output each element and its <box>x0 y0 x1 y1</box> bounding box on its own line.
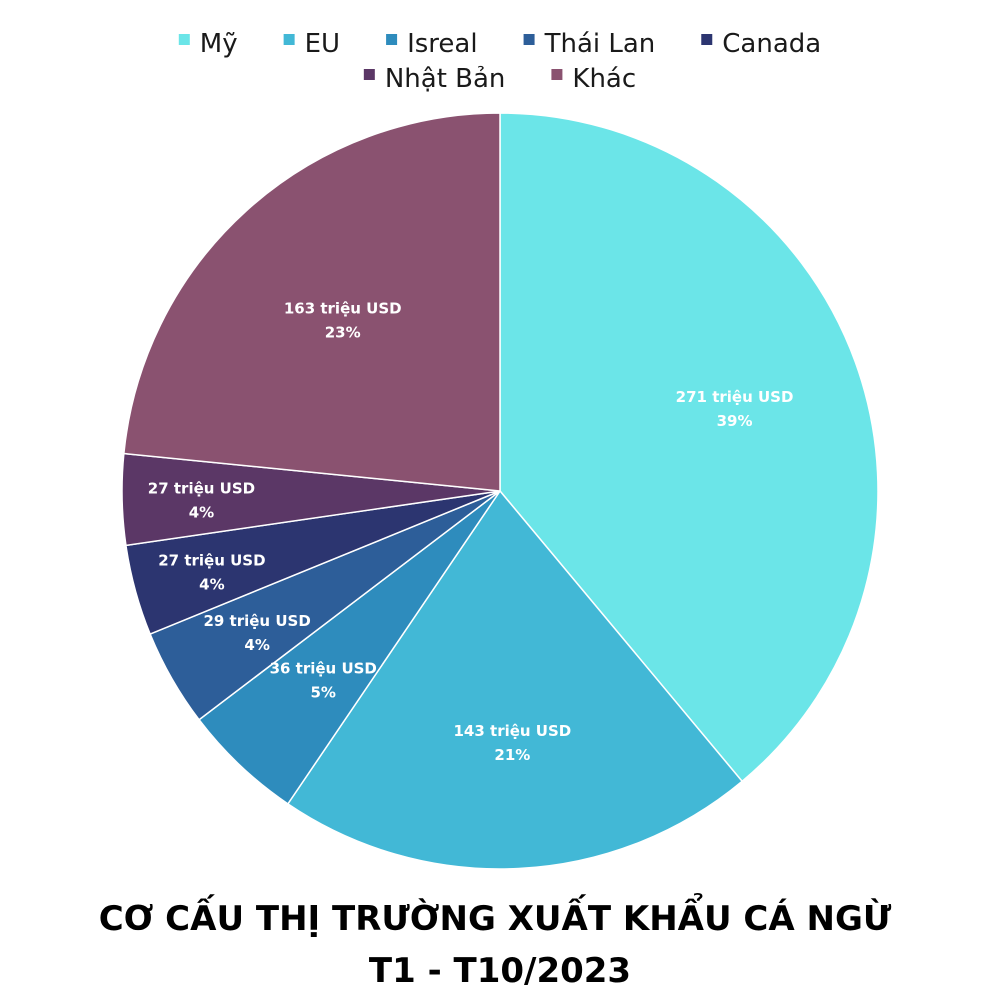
legend-swatch-thai-lan <box>523 34 535 45</box>
value-label-isreal: 36 triệu USD <box>270 660 377 678</box>
slice-eu <box>286 489 744 870</box>
legend-label-nhat-ban: Nhật Bản <box>385 64 506 94</box>
legend-swatch-nhat-ban <box>363 69 375 80</box>
percent-label-my: 39% <box>717 412 753 430</box>
percent-label-canada: 4% <box>199 576 224 594</box>
value-label-eu: 143 triệu USD <box>453 722 571 740</box>
legend-swatch-khac <box>551 69 563 80</box>
legend-item-canada: Canada <box>701 29 821 59</box>
pie-slices <box>121 112 879 870</box>
percent-label-eu: 21% <box>494 746 530 764</box>
legend-swatch-canada <box>701 34 713 45</box>
legend-item-eu: EU <box>283 29 340 59</box>
legend-swatch-my <box>178 34 190 45</box>
legend-swatch-isreal <box>386 34 398 45</box>
legend-item-thai-lan: Thái Lan <box>523 29 656 59</box>
value-label-khac: 163 triệu USD <box>284 299 402 317</box>
chart-subtitle: T1 - T10/2023 <box>369 951 631 991</box>
value-label-canada: 27 triệu USD <box>158 552 265 570</box>
legend-label-my: Mỹ <box>200 29 238 59</box>
legend-label-khac: Khác <box>572 64 636 94</box>
value-label-nhat-ban: 27 triệu USD <box>148 480 255 498</box>
percent-label-nhat-ban: 4% <box>189 504 214 522</box>
legend-label-isreal: Isreal <box>407 29 477 59</box>
data-labels: 271 triệu USD 39% 143 triệu USD 21% 36 triệu… <box>148 299 794 764</box>
legend-item-nhat-ban: Nhật Bản <box>363 64 506 94</box>
slice-khac <box>123 112 501 492</box>
value-label-thai-lan: 29 triệu USD <box>203 612 310 630</box>
legend: Mỹ EU Isreal Thái Lan Canada Nhật Bản Khác <box>178 29 821 94</box>
chart-title: CƠ CẤU THỊ TRƯỜNG XUẤT KHẨU CÁ NGỪ <box>99 893 892 939</box>
value-label-my: 271 triệu USD <box>676 388 794 406</box>
legend-label-thai-lan: Thái Lan <box>544 29 656 59</box>
slice-my <box>499 112 879 783</box>
legend-label-canada: Canada <box>722 29 821 59</box>
legend-item-isreal: Isreal <box>386 29 478 59</box>
legend-label-eu: EU <box>305 29 340 59</box>
percent-label-khac: 23% <box>325 323 361 341</box>
legend-item-khac: Khác <box>551 64 636 94</box>
legend-swatch-eu <box>283 34 295 45</box>
percent-label-thai-lan: 4% <box>244 636 269 654</box>
percent-label-isreal: 5% <box>310 684 335 702</box>
legend-item-my: Mỹ <box>178 29 238 59</box>
